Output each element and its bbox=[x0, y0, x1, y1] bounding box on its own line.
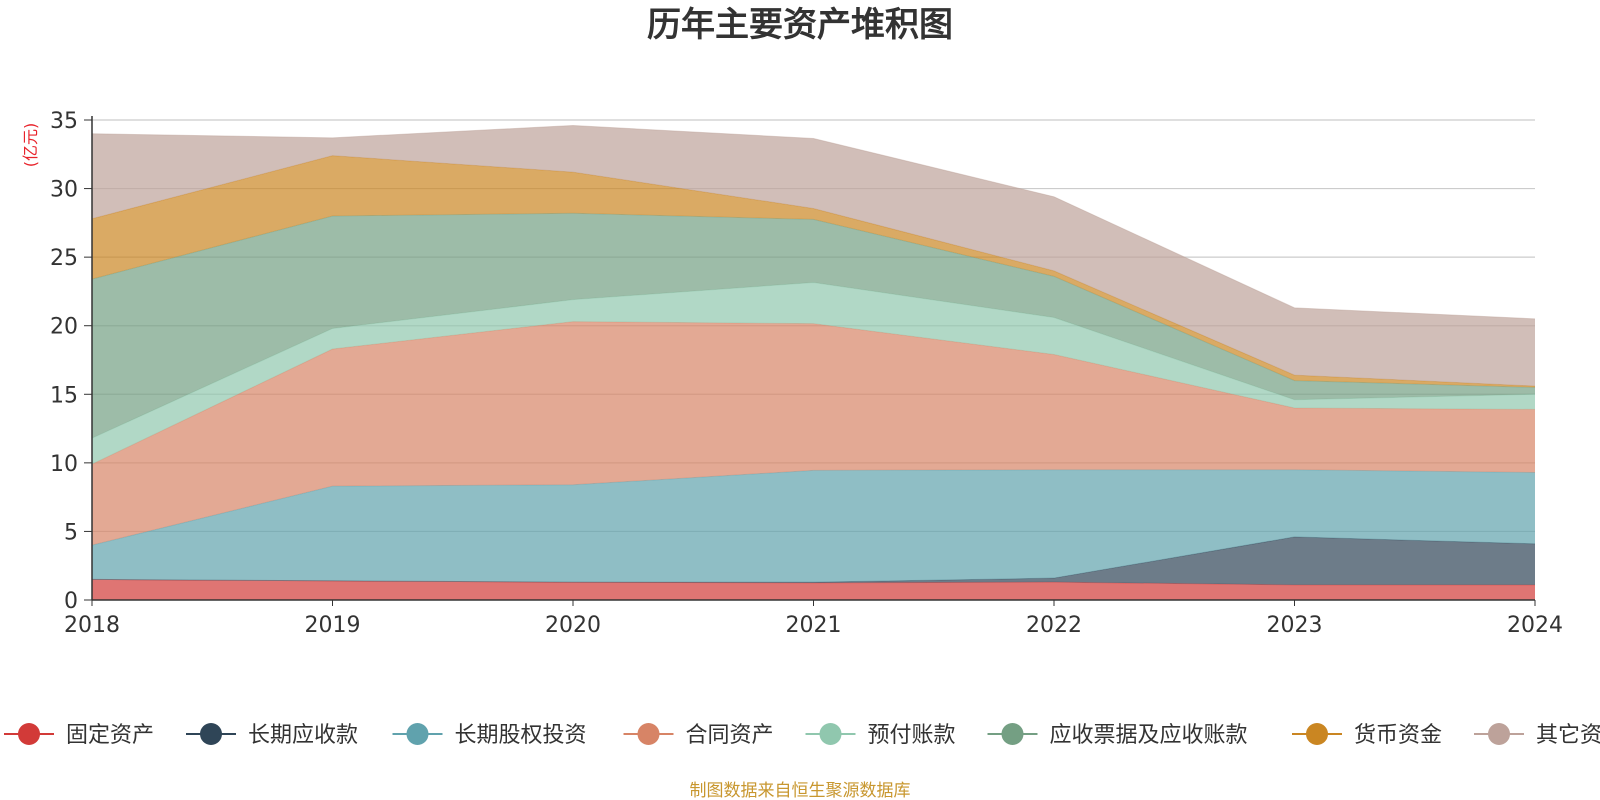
legend-label: 应收票据及应收账款 bbox=[1050, 723, 1248, 748]
area-series-edge-7 bbox=[91, 124, 1536, 320]
area-series-4[interactable] bbox=[92, 282, 1535, 465]
area-series-3[interactable] bbox=[92, 321, 1535, 546]
y-tick-label: 0 bbox=[64, 589, 78, 614]
legend-label: 固定资产 bbox=[66, 723, 154, 748]
legend-label: 长期应收款 bbox=[248, 723, 358, 748]
data-source-note: 制图数据来自恒生聚源数据库 bbox=[690, 781, 911, 800]
y-tick-label: 20 bbox=[50, 315, 78, 340]
legend[interactable]: 固定资产 长期应收款 长期股权投资 合同资产 预付账款 应收票据及应收账款 货币资金 其它资产 bbox=[4, 723, 1600, 748]
area-series-0[interactable] bbox=[92, 579, 1535, 600]
y-tick-label: 5 bbox=[64, 520, 78, 545]
legend-item-1[interactable]: 长期应收款 bbox=[186, 723, 358, 748]
area-series-7[interactable] bbox=[92, 125, 1535, 387]
legend-label: 货币资金 bbox=[1354, 723, 1442, 748]
x-tick-label: 2021 bbox=[786, 613, 842, 638]
y-tick-label: 35 bbox=[50, 109, 78, 134]
area-series-6[interactable] bbox=[92, 155, 1535, 388]
legend-marker bbox=[1488, 723, 1510, 745]
legend-item-7[interactable]: 其它资产 bbox=[1474, 723, 1600, 748]
area-series-2[interactable] bbox=[92, 469, 1535, 583]
legend-label: 预付账款 bbox=[868, 723, 956, 748]
x-tick-label: 2019 bbox=[305, 613, 361, 638]
chart-title: 历年主要资产堆积图 bbox=[647, 5, 953, 45]
area-series-group bbox=[91, 124, 1536, 600]
y-tick-label: 30 bbox=[50, 178, 78, 203]
legend-item-2[interactable]: 长期股权投资 bbox=[392, 723, 587, 748]
axes: 0 5 10 15 20 25 30 35 2018 2019 2020 2021 2022 2023 20… bbox=[50, 109, 1563, 638]
legend-marker bbox=[1306, 723, 1328, 745]
y-tick-label: 15 bbox=[50, 383, 78, 408]
legend-marker bbox=[1001, 723, 1024, 745]
y-axis-unit: (亿元) bbox=[21, 123, 40, 168]
y-tick-label: 10 bbox=[50, 452, 78, 477]
x-tick-label: 2020 bbox=[545, 613, 601, 638]
legend-marker bbox=[406, 723, 429, 745]
legend-label: 其它资产 bbox=[1536, 723, 1600, 748]
legend-item-4[interactable]: 预付账款 bbox=[805, 723, 956, 748]
x-tick-label: 2022 bbox=[1026, 613, 1082, 638]
legend-label: 合同资产 bbox=[686, 723, 774, 748]
x-tick-label: 2024 bbox=[1507, 613, 1563, 638]
area-series-5[interactable] bbox=[92, 213, 1535, 439]
y-tick-label: 25 bbox=[50, 246, 78, 271]
legend-marker bbox=[18, 723, 40, 745]
legend-item-0[interactable]: 固定资产 bbox=[4, 723, 154, 748]
area-series-1[interactable] bbox=[92, 536, 1535, 585]
legend-label: 长期股权投资 bbox=[455, 723, 587, 748]
legend-marker bbox=[819, 723, 842, 745]
x-tick-label: 2023 bbox=[1267, 613, 1323, 638]
legend-item-3[interactable]: 合同资产 bbox=[623, 723, 774, 748]
legend-marker bbox=[200, 723, 222, 745]
legend-item-5[interactable]: 应收票据及应收账款 bbox=[987, 723, 1248, 748]
x-tick-label: 2018 bbox=[64, 613, 120, 638]
legend-marker bbox=[637, 723, 660, 745]
legend-item-6[interactable]: 货币资金 bbox=[1292, 723, 1442, 748]
